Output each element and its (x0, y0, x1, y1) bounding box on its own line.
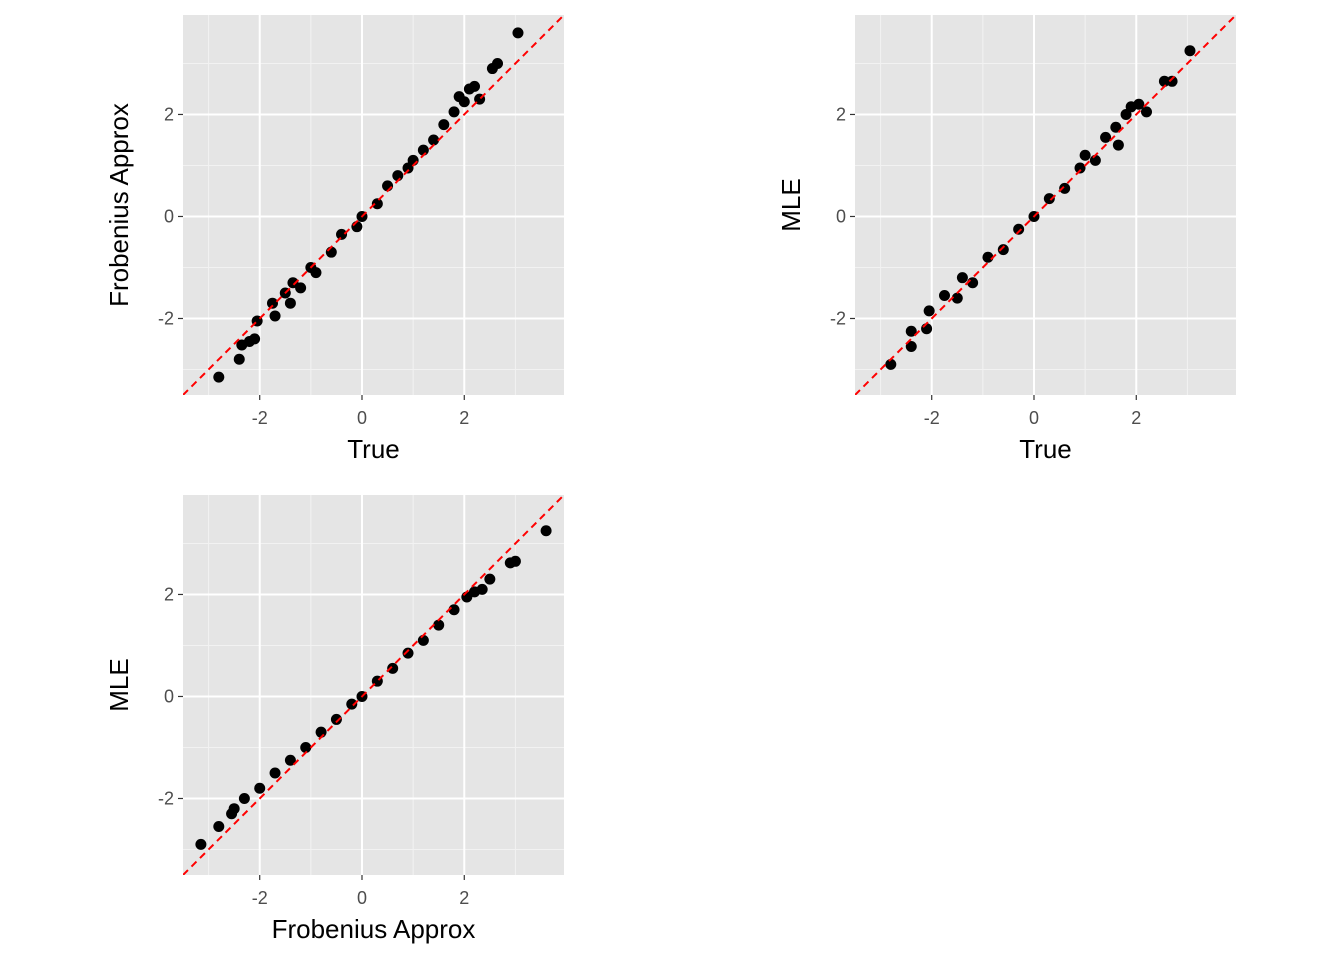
chart-frobenius-vs-mle: -2 0 2 -2 0 2 Frobenius Approx MLE (104, 495, 564, 944)
data-point (885, 358, 897, 370)
data-point (509, 555, 521, 567)
y-tick-label: -2 (158, 308, 174, 328)
reference-line (183, 15, 564, 395)
data-point (938, 290, 950, 302)
x-axis-title: True (1019, 434, 1072, 464)
data-point (997, 244, 1009, 256)
data-point (284, 297, 296, 309)
gridlines (855, 15, 1236, 395)
reference-line (855, 15, 1236, 395)
data-point (1079, 149, 1091, 161)
data-point (266, 297, 278, 309)
y-tick-label: 2 (836, 104, 846, 124)
data-point (310, 267, 322, 279)
data-point (1059, 182, 1071, 194)
data-point (238, 792, 250, 804)
data-point (1043, 193, 1055, 205)
data-point (269, 310, 281, 322)
reference-line (183, 495, 564, 875)
data-point (433, 619, 445, 631)
data-point (484, 573, 496, 585)
data-point (254, 782, 266, 794)
data-point (448, 106, 460, 118)
y-tick-label: 0 (164, 686, 174, 706)
chart-true-vs-frobenius: -2 0 2 -2 0 2 True Frobenius Approx (104, 15, 564, 464)
data-point (956, 272, 968, 284)
x-axis-title: True (347, 434, 400, 464)
data-point (249, 333, 261, 345)
x-tick-label: 0 (357, 408, 367, 428)
data-point (336, 228, 348, 240)
data-point (387, 662, 399, 674)
data-point (1100, 131, 1112, 143)
y-tick-label: 2 (164, 104, 174, 124)
y-tick-label: 0 (836, 206, 846, 226)
data-point (402, 647, 414, 659)
data-point (269, 767, 281, 779)
data-point (371, 198, 383, 210)
data-point (195, 838, 207, 850)
data-point (476, 583, 488, 595)
data-point (417, 144, 429, 156)
data-point (1112, 139, 1124, 151)
data-point (1013, 223, 1025, 235)
data-point (458, 96, 470, 108)
x-tick-label: -2 (252, 408, 268, 428)
data-point (330, 713, 342, 725)
y-axis-title: MLE (776, 178, 806, 231)
x-tick-label: -2 (252, 888, 268, 908)
data-point (1166, 75, 1178, 87)
data-point (923, 305, 935, 317)
data-point (300, 741, 312, 753)
y-axis-title: MLE (104, 658, 134, 711)
data-point (213, 821, 225, 833)
data-point (905, 341, 917, 353)
data-point (982, 251, 994, 263)
gridlines (183, 15, 564, 395)
x-tick-label: 2 (459, 408, 469, 428)
data-point (295, 282, 307, 294)
data-point (1089, 154, 1101, 166)
x-axis-title: Frobenius Approx (272, 914, 476, 944)
data-point (540, 525, 552, 537)
data-point (1074, 162, 1086, 174)
x-tick-label: 0 (357, 888, 367, 908)
y-tick-label: 0 (164, 206, 174, 226)
data-point (1158, 75, 1170, 87)
x-tick-label: 2 (459, 888, 469, 908)
y-tick-label: 2 (164, 584, 174, 604)
data-point (233, 353, 245, 365)
y-tick-label: -2 (158, 788, 174, 808)
y-tick-label: -2 (830, 308, 846, 328)
data-point (512, 27, 524, 39)
data-point (1133, 98, 1145, 110)
data-point (1110, 121, 1122, 133)
x-tick-label: -2 (924, 408, 940, 428)
data-point (1141, 106, 1153, 118)
x-tick-label: 2 (1131, 408, 1141, 428)
x-tick-label: 0 (1029, 408, 1039, 428)
data-point (1184, 45, 1196, 57)
data-point (492, 57, 504, 69)
data-point (438, 119, 450, 131)
data-point (346, 698, 358, 710)
data-point (213, 371, 225, 383)
data-point (228, 803, 240, 815)
data-point (284, 754, 296, 766)
data-point (448, 604, 460, 616)
data-point (417, 634, 429, 646)
y-axis-title: Frobenius Approx (104, 103, 134, 307)
data-point (428, 134, 440, 146)
data-point (905, 325, 917, 337)
chart-true-vs-mle: -2 0 2 -2 0 2 True MLE (776, 15, 1236, 464)
data-point (469, 80, 481, 92)
data-point (951, 292, 963, 304)
